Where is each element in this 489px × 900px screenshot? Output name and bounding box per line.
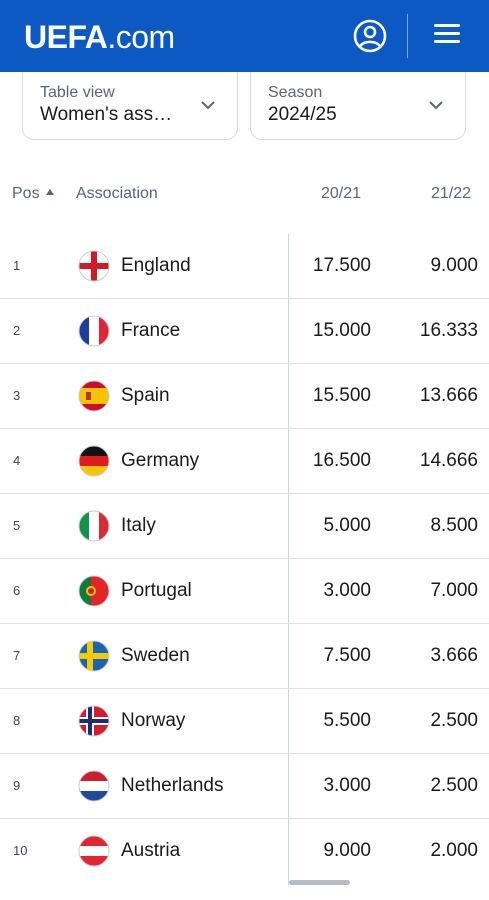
uefa-logo[interactable]: UEFA.com <box>24 19 175 55</box>
association-name[interactable]: Portugal <box>121 580 192 601</box>
table-row[interactable]: 10 Austria 9.000 2.000 <box>0 819 489 884</box>
season-label: Season <box>268 84 323 101</box>
coefficient-2021: 17.500 <box>312 255 371 276</box>
table-row[interactable]: 3 Spain 15.500 13.666 <box>0 364 489 429</box>
row-position: 4 <box>13 453 21 468</box>
coefficient-2122: 9.000 <box>430 255 478 276</box>
column-header-association[interactable]: Association <box>76 185 158 202</box>
association-name[interactable]: Norway <box>121 710 186 731</box>
austria-flag-icon <box>78 835 110 867</box>
coefficient-2122: 2.500 <box>430 710 478 731</box>
germany-flag-icon <box>78 445 110 477</box>
table-row[interactable]: 2 France 15.000 16.333 <box>0 299 489 364</box>
coefficient-2021: 7.500 <box>323 645 371 666</box>
table-row[interactable]: 8 Norway 5.500 2.500 <box>0 689 489 754</box>
coefficient-2122: 13.666 <box>419 385 478 406</box>
row-position: 7 <box>13 648 21 663</box>
top-header: UEFA.com <box>0 0 489 72</box>
association-name[interactable]: Netherlands <box>121 775 224 796</box>
coefficient-2021: 15.500 <box>312 385 371 406</box>
sticky-column-divider <box>288 234 289 885</box>
column-header-2122[interactable]: 21/22 <box>431 185 472 202</box>
row-position: 8 <box>13 713 21 728</box>
coefficient-2021: 16.500 <box>312 450 371 471</box>
table-view-label: Table view <box>40 84 115 101</box>
association-name[interactable]: Austria <box>121 840 181 861</box>
france-flag-icon <box>78 315 110 347</box>
chevron-down-icon <box>201 101 215 110</box>
table-row[interactable]: 1 England 17.500 9.000 <box>0 234 489 299</box>
horizontal-scrollbar[interactable] <box>289 880 350 885</box>
row-position: 1 <box>13 258 21 273</box>
row-position: 3 <box>13 388 21 403</box>
row-position: 5 <box>13 518 21 533</box>
season-dropdown[interactable]: Season 2024/25 <box>250 72 466 140</box>
coefficient-2122: 16.333 <box>419 320 478 341</box>
spain-flag-icon <box>78 380 110 412</box>
association-name[interactable]: Sweden <box>121 645 190 666</box>
coefficient-2021: 9.000 <box>323 840 371 861</box>
coefficient-2021: 5.000 <box>323 515 371 536</box>
table-row[interactable]: 5 Italy 5.000 8.500 <box>0 494 489 559</box>
season-value: 2024/25 <box>268 104 337 125</box>
table-row[interactable]: 6 Portugal 3.000 7.000 <box>0 559 489 624</box>
table-row[interactable]: 9 Netherlands 3.000 2.500 <box>0 754 489 819</box>
association-name[interactable]: Italy <box>121 515 156 536</box>
coefficient-2021: 3.000 <box>323 775 371 796</box>
coefficient-2021: 5.500 <box>323 710 371 731</box>
row-position: 6 <box>13 583 21 598</box>
hamburger-menu-icon[interactable] <box>434 24 462 48</box>
coefficient-2122: 7.000 <box>430 580 478 601</box>
header-divider <box>407 14 408 58</box>
user-circle-icon[interactable] <box>352 18 388 54</box>
sort-ascending-icon <box>45 189 54 195</box>
row-position: 10 <box>13 843 28 858</box>
table-row[interactable]: 7 Sweden 7.500 3.666 <box>0 624 489 689</box>
norway-flag-icon <box>78 705 110 737</box>
italy-flag-icon <box>78 510 110 542</box>
coefficient-2021: 3.000 <box>323 580 371 601</box>
column-header-2021[interactable]: 20/21 <box>321 185 362 202</box>
sweden-flag-icon <box>78 640 110 672</box>
association-name[interactable]: England <box>121 255 191 276</box>
coefficient-2122: 2.500 <box>430 775 478 796</box>
table-view-dropdown[interactable]: Table view Women's association club coef… <box>22 72 238 140</box>
association-name[interactable]: Spain <box>121 385 170 406</box>
coefficient-2122: 8.500 <box>430 515 478 536</box>
column-header-pos[interactable]: Pos <box>12 185 54 203</box>
row-position: 2 <box>13 323 21 338</box>
row-position: 9 <box>13 778 21 793</box>
coefficient-2122: 3.666 <box>430 645 478 666</box>
table-row[interactable]: 4 Germany 16.500 14.666 <box>0 429 489 494</box>
table-view-value: Women's association club coefficients <box>40 104 182 125</box>
england-flag-icon <box>78 250 110 282</box>
chevron-down-icon <box>429 101 443 110</box>
coefficient-2122: 2.000 <box>430 840 478 861</box>
association-name[interactable]: France <box>121 320 181 341</box>
netherlands-flag-icon <box>78 770 110 802</box>
coefficient-2021: 15.000 <box>312 320 371 341</box>
coefficient-2122: 14.666 <box>419 450 478 471</box>
portugal-flag-icon <box>78 575 110 607</box>
association-name[interactable]: Germany <box>121 450 200 471</box>
